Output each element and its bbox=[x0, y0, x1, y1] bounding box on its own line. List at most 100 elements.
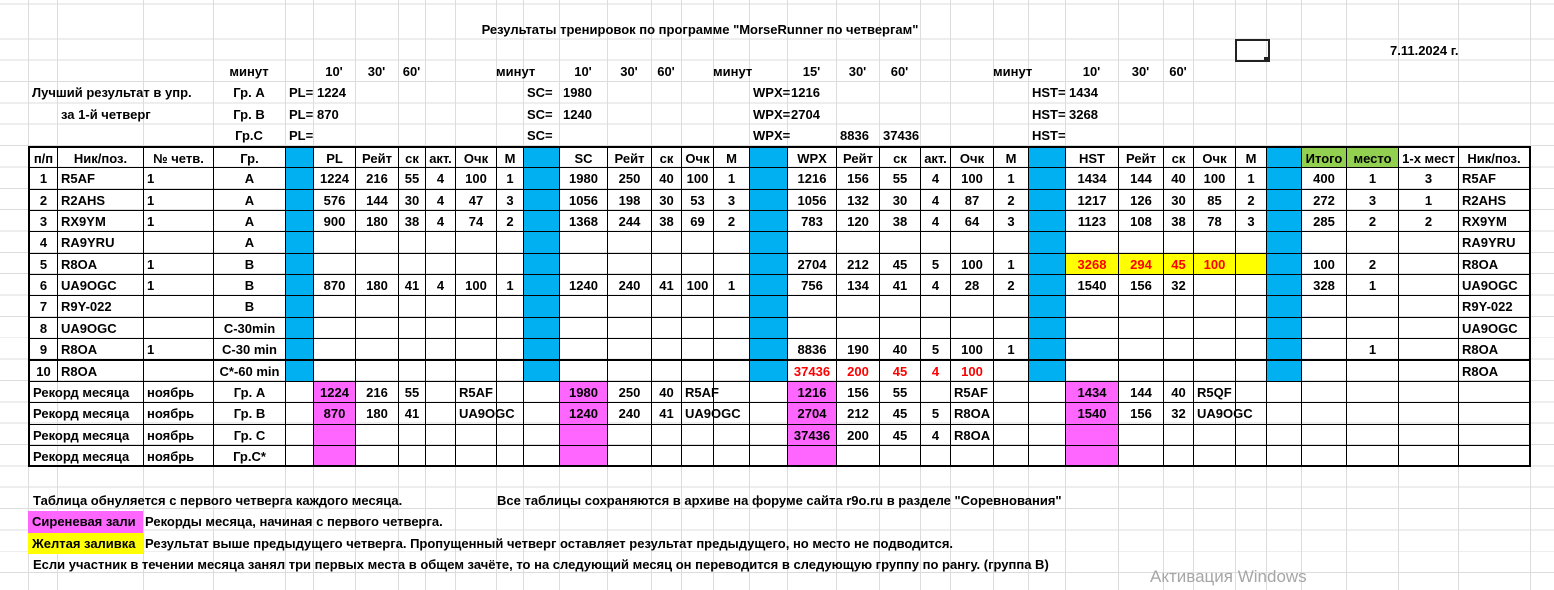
table-cell bbox=[1398, 252, 1459, 276]
table-cell bbox=[993, 423, 1029, 446]
table-cell: Гр. bbox=[213, 146, 286, 169]
table-cell bbox=[1028, 210, 1066, 233]
table-cell bbox=[355, 444, 399, 468]
table-cell: 400 bbox=[1301, 167, 1347, 190]
table-cell: Ник/поз. bbox=[57, 146, 144, 169]
table-cell bbox=[1163, 338, 1194, 361]
table-cell bbox=[455, 252, 497, 276]
summary-cell: WPX= bbox=[753, 106, 791, 122]
table-cell: М bbox=[496, 146, 524, 169]
summary-cell: минут bbox=[229, 64, 269, 79]
table-cell bbox=[1346, 444, 1399, 468]
table-cell bbox=[1028, 380, 1066, 404]
table-cell: 1 bbox=[143, 167, 214, 190]
table-cell bbox=[496, 444, 524, 468]
table-cell bbox=[1193, 359, 1236, 382]
table-cell bbox=[1028, 359, 1066, 382]
table-cell bbox=[1235, 402, 1267, 425]
table-cell bbox=[749, 423, 788, 446]
table-cell bbox=[1028, 252, 1066, 276]
table-cell: 3 bbox=[1398, 167, 1459, 190]
summary-cell: 60' bbox=[890, 64, 909, 79]
table-cell: 1-х мест bbox=[1398, 146, 1459, 169]
table-cell: 144 bbox=[1118, 167, 1164, 190]
table-cell bbox=[1301, 338, 1347, 361]
table-cell: 1 bbox=[28, 167, 58, 190]
table-cell: 1540 bbox=[1065, 402, 1119, 425]
table-cell bbox=[749, 146, 788, 169]
table-cell: RA9YRU bbox=[1458, 231, 1531, 254]
table-cell: R5AF bbox=[455, 380, 497, 404]
table-cell: R8OA bbox=[57, 252, 144, 276]
summary-cell: 1980 bbox=[563, 85, 592, 101]
table-cell bbox=[425, 338, 456, 361]
table-cell: 2 bbox=[1398, 210, 1459, 233]
note: Рекорды месяца, начиная с первого четвер… bbox=[145, 514, 443, 530]
summary-cell: PL= bbox=[289, 128, 314, 144]
table-cell bbox=[713, 316, 750, 340]
table-cell: 3 bbox=[1235, 210, 1267, 233]
table-cell bbox=[455, 423, 497, 446]
summary-cell: за 1-й четверг bbox=[61, 106, 151, 122]
summary-cell: 15' bbox=[802, 64, 821, 79]
table-cell bbox=[285, 146, 314, 169]
table-cell: 5 bbox=[920, 402, 951, 425]
table-cell bbox=[1028, 274, 1066, 297]
table-cell bbox=[1266, 316, 1302, 340]
table-cell bbox=[920, 316, 951, 340]
table-cell: 216 bbox=[355, 167, 399, 190]
table-cell: 32 bbox=[1163, 402, 1194, 425]
table-cell: 285 bbox=[1301, 210, 1347, 233]
table-cell bbox=[1235, 231, 1267, 254]
summary-cell: минут bbox=[496, 64, 536, 79]
table-cell: Гр. С bbox=[213, 423, 286, 446]
summary-cell: 870 bbox=[317, 106, 339, 122]
table-cell: 41 bbox=[651, 274, 682, 297]
table-cell bbox=[1301, 380, 1347, 404]
table-cell bbox=[559, 316, 608, 340]
table-cell bbox=[1065, 295, 1119, 318]
table-cell: R5AF bbox=[57, 167, 144, 190]
table-cell bbox=[398, 252, 426, 276]
table-cell: C*-60 min bbox=[213, 359, 286, 382]
table-cell bbox=[713, 295, 750, 318]
table-cell bbox=[398, 231, 426, 254]
table-cell bbox=[425, 359, 456, 382]
table-cell bbox=[285, 231, 314, 254]
table-cell bbox=[1118, 338, 1164, 361]
table-cell bbox=[355, 359, 399, 382]
table-cell bbox=[523, 380, 560, 404]
table-cell bbox=[523, 423, 560, 446]
table-cell bbox=[143, 295, 214, 318]
table-cell bbox=[1346, 231, 1399, 254]
table-cell: R5AF bbox=[950, 380, 994, 404]
table-cell: 1 bbox=[496, 274, 524, 297]
table-cell bbox=[1266, 146, 1302, 169]
table-cell: Очк bbox=[455, 146, 497, 169]
table-cell bbox=[313, 359, 356, 382]
summary-cell: 30' bbox=[367, 64, 386, 79]
table-cell: HST bbox=[1065, 146, 1119, 169]
table-cell bbox=[1346, 423, 1399, 446]
table-cell bbox=[1163, 423, 1194, 446]
table-cell: WPX bbox=[787, 146, 837, 169]
summary-cell: HST= bbox=[1032, 106, 1066, 122]
selected-cell[interactable] bbox=[1235, 39, 1270, 62]
summary-cell: 60' bbox=[657, 64, 675, 79]
table-cell: R2AHS bbox=[57, 188, 144, 212]
table-cell: 41 bbox=[651, 402, 682, 425]
table-cell: ск bbox=[651, 146, 682, 169]
table-cell bbox=[749, 167, 788, 190]
table-cell: 10 bbox=[28, 359, 58, 382]
table-cell: R2AHS bbox=[1458, 188, 1531, 212]
table-cell bbox=[1266, 295, 1302, 318]
table-cell bbox=[496, 402, 524, 425]
table-cell: 1 bbox=[143, 188, 214, 212]
table-cell: 53 bbox=[681, 188, 714, 212]
table-cell: 2 bbox=[1346, 210, 1399, 233]
table-cell: 783 bbox=[787, 210, 837, 233]
table-cell bbox=[523, 167, 560, 190]
table-cell bbox=[749, 444, 788, 468]
table-cell bbox=[559, 338, 608, 361]
summary-cell: PL= bbox=[289, 85, 314, 101]
